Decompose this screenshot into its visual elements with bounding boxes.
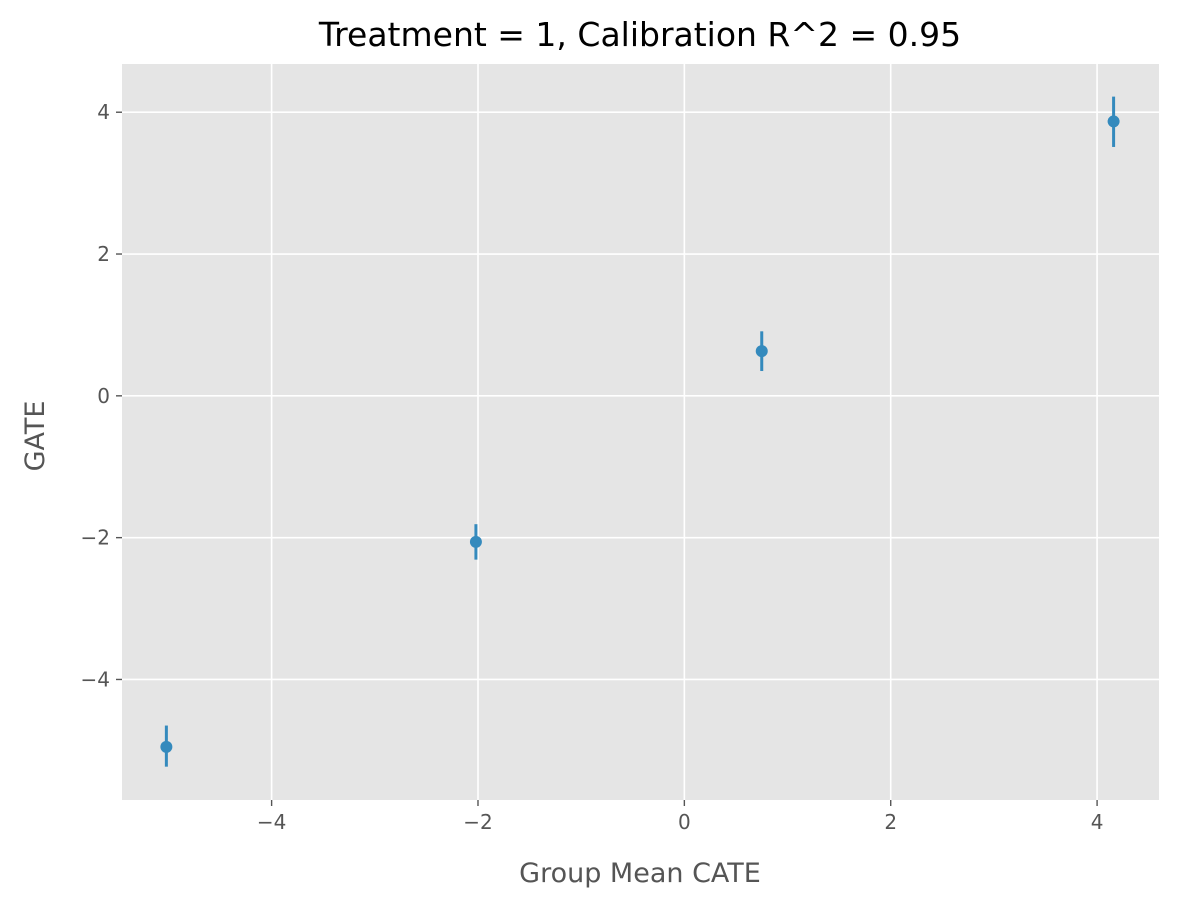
- data-point: [755, 345, 768, 358]
- x-tick-label: 4: [1091, 810, 1104, 834]
- x-tick-label: 0: [678, 810, 691, 834]
- data-point: [469, 535, 482, 548]
- y-tick-label: −4: [81, 667, 110, 691]
- ticks: −4 −2 0 2 4 −4 −2 0 2 4: [81, 100, 1104, 834]
- grid: [122, 64, 1159, 800]
- data-point: [160, 740, 173, 753]
- chart-title: Treatment = 1, Calibration R^2 = 0.95: [318, 15, 961, 54]
- y-axis-label: GATE: [20, 401, 51, 472]
- y-tick-label: 2: [97, 242, 110, 266]
- x-axis-label: Group Mean CATE: [519, 858, 761, 889]
- x-tick-label: 2: [884, 810, 897, 834]
- y-tick-label: −2: [81, 526, 110, 550]
- x-tick-label: −2: [463, 810, 492, 834]
- y-tick-label: 4: [97, 100, 110, 124]
- x-tick-label: −4: [257, 810, 286, 834]
- data-point: [1107, 115, 1120, 128]
- plot-area: [122, 64, 1159, 800]
- y-tick-label: 0: [97, 384, 110, 408]
- data-points: [160, 96, 1120, 767]
